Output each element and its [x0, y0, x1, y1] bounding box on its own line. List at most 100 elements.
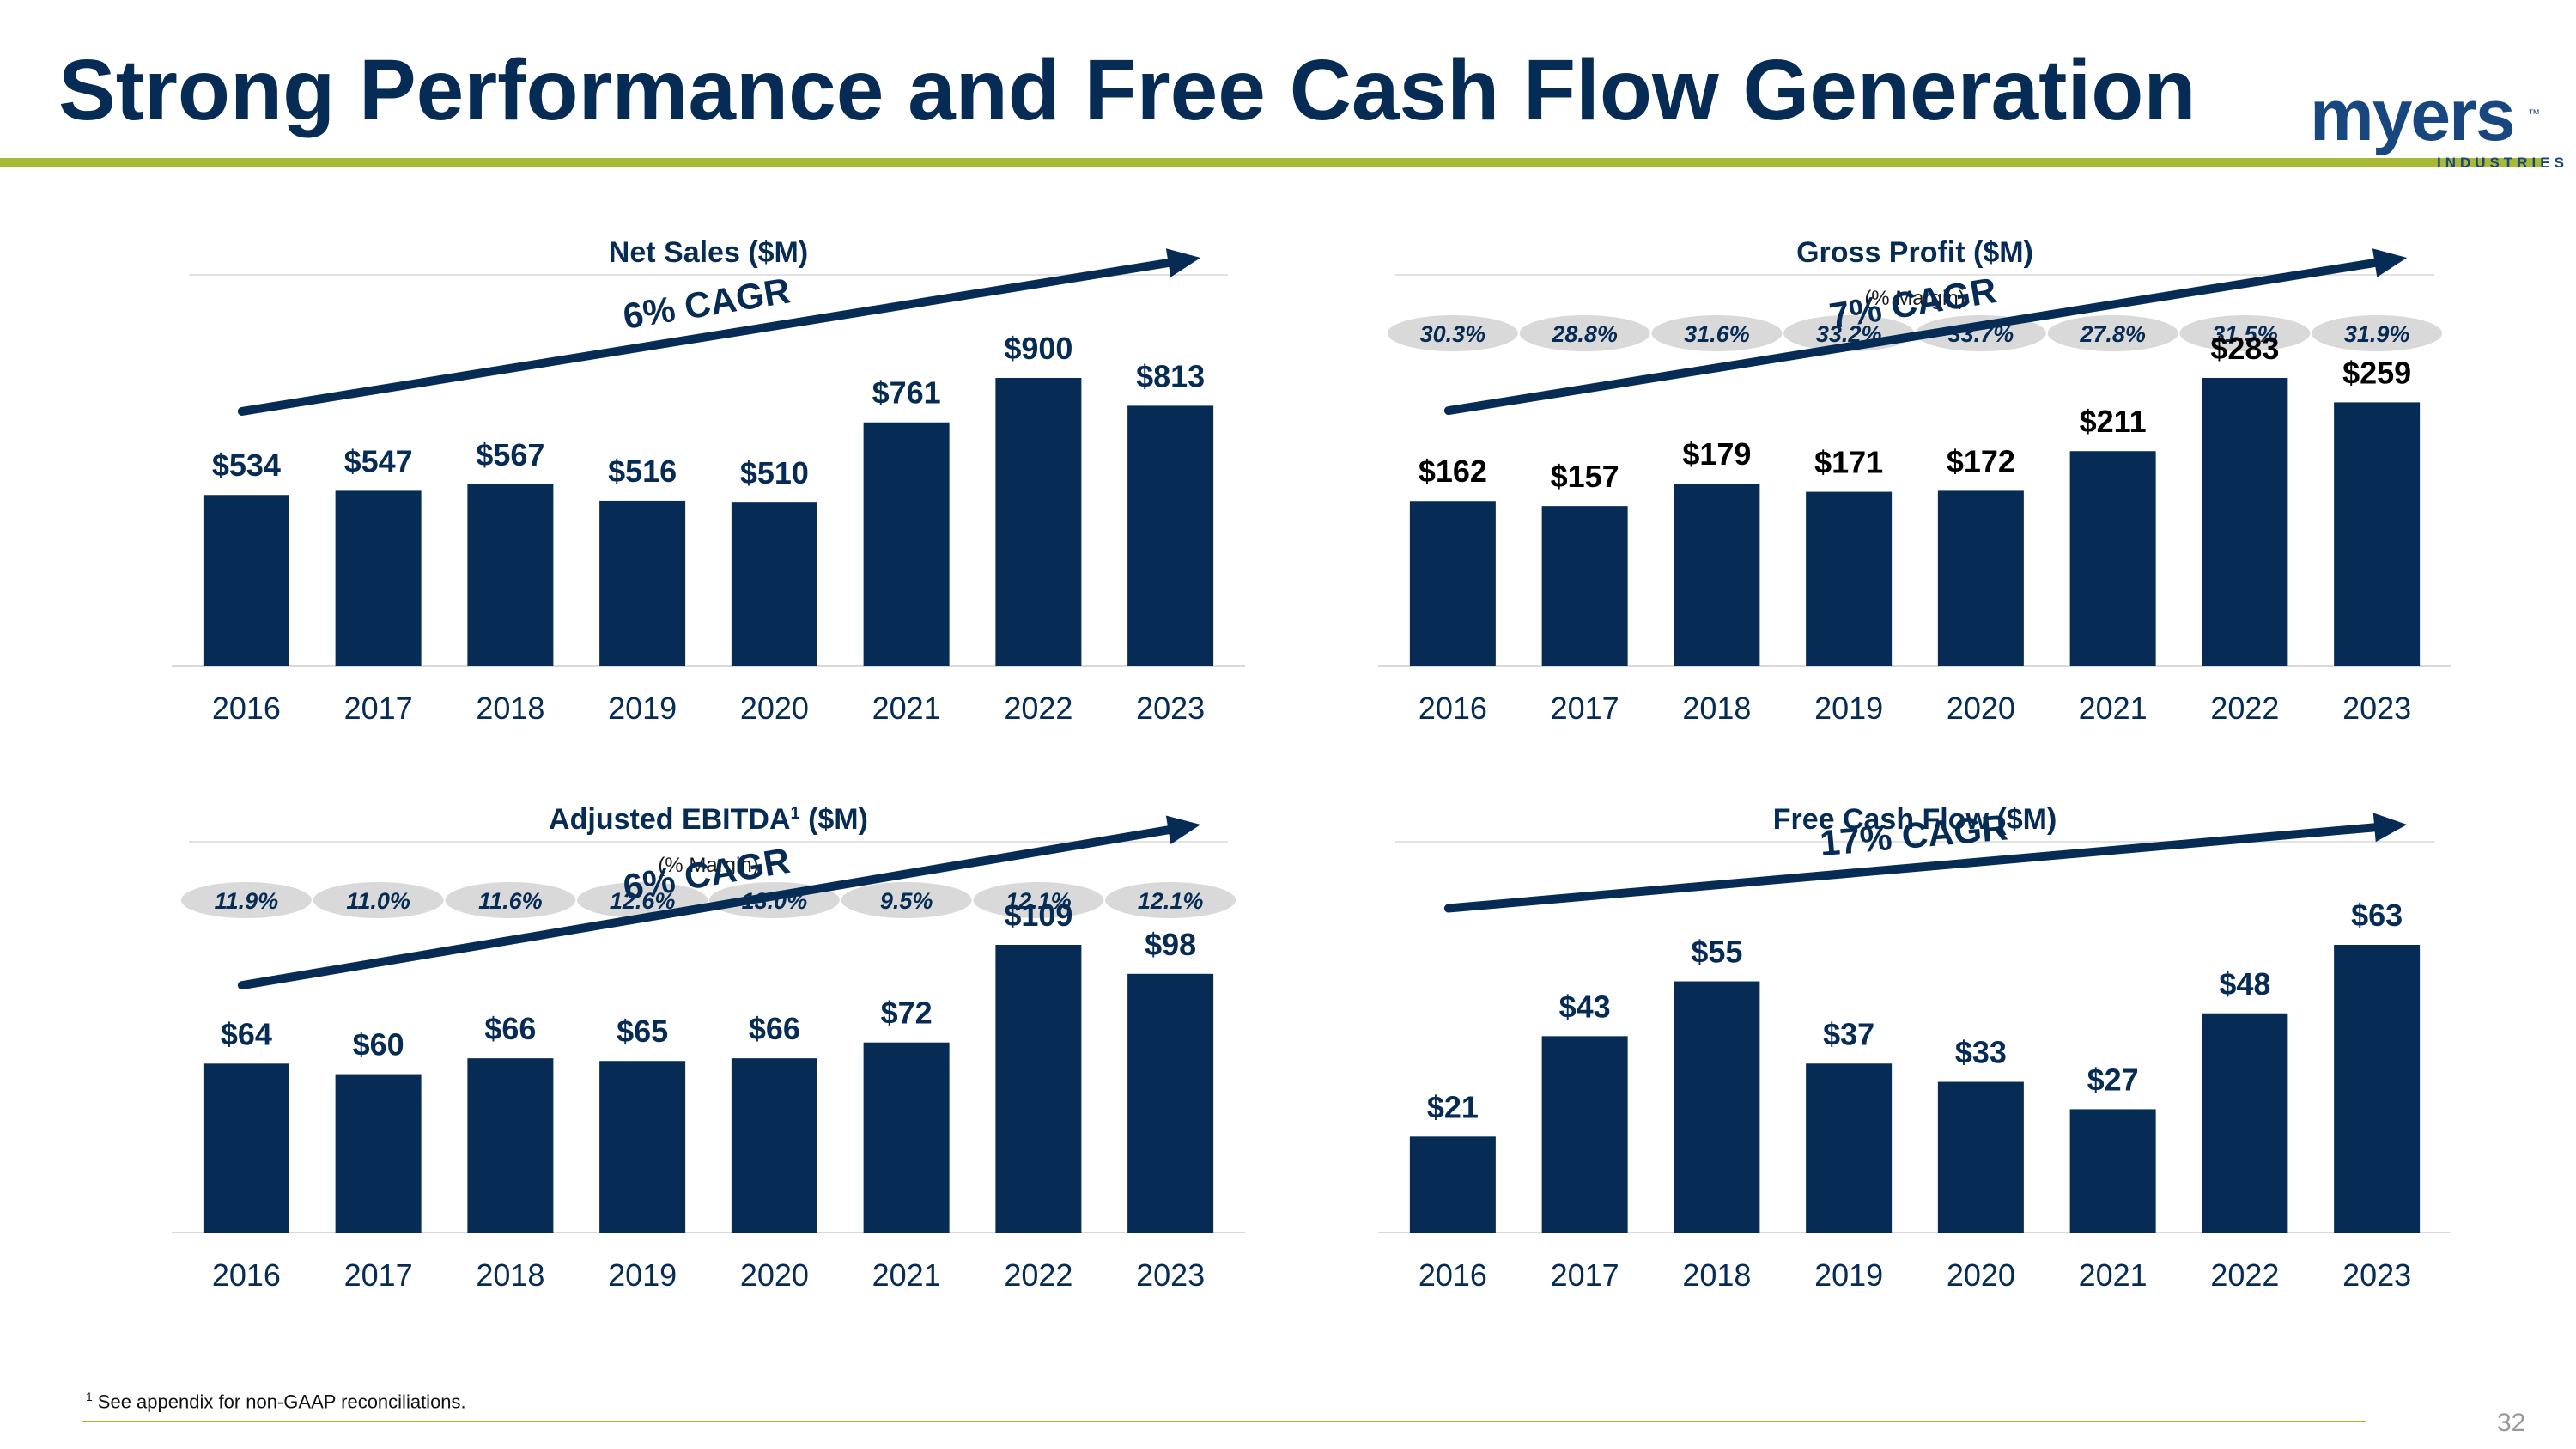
free-cash-flow-m-bar [2069, 1109, 2156, 1233]
adjusted-ebitda-year-label: 2016 [212, 1257, 281, 1293]
adjusted-ebitda-bar [599, 1061, 686, 1233]
adjusted-ebitda-margin-pill [313, 882, 444, 918]
gross-profit-m-value-label: $283 [2210, 331, 2279, 366]
net-sales-m-value-label: $900 [1004, 331, 1072, 366]
adjusted-ebitda-margin-label: 12.1% [1005, 888, 1072, 914]
net-sales-m-value-label: $534 [212, 447, 281, 483]
free-cash-flow-m-year-label: 2023 [2342, 1257, 2411, 1293]
adjusted-ebitda-value-label: $65 [617, 1014, 668, 1049]
adjusted-ebitda-value-label: $64 [221, 1016, 272, 1051]
net-sales-m-cagr-arrowhead [1165, 248, 1201, 277]
adjusted-ebitda-year-label: 2018 [476, 1257, 544, 1293]
free-cash-flow-m-title: Free Cash Flow ($M) [1773, 803, 2057, 836]
net-sales-m-value-label: $547 [344, 443, 413, 478]
gross-profit-m-bar [2202, 378, 2288, 666]
gross-profit-m-margin-label: 31.6% [1684, 321, 1750, 347]
free-cash-flow-m-year-label: 2022 [2210, 1257, 2279, 1293]
net-sales-m-year-label: 2018 [476, 691, 544, 726]
adjusted-ebitda-bar [203, 1063, 289, 1233]
free-cash-flow-chart-svg: Free Cash Flow ($M) $21 2016 $43 2017 $55 2018… [1378, 803, 2451, 1293]
adjusted-ebitda-margin-pill [180, 882, 312, 918]
adjusted-ebitda-margin-label: 11.6% [478, 888, 543, 914]
free-cash-flow-m-year-label: 2021 [2079, 1257, 2148, 1293]
free-cash-flow-m-value-label: $63 [2351, 898, 2403, 933]
net-sales-m-year-label: 2023 [1136, 691, 1205, 726]
net-sales-m-bar [1127, 405, 1214, 666]
gross-profit-m-value-label: $211 [2080, 404, 2147, 439]
footnote: 1 See appendix for non-GAAP reconciliatio… [86, 1390, 466, 1413]
adjusted-ebitda-year-label: 2022 [1004, 1257, 1072, 1293]
gross-profit-m-value-label: $179 [1682, 436, 1751, 472]
free-cash-flow-m-bar [2334, 945, 2421, 1233]
adjusted-ebitda-value-label: $72 [881, 995, 933, 1031]
free-cash-flow-m-value-label: $21 [1427, 1089, 1479, 1124]
adjusted-ebitda-margin-label: 9.5% [880, 888, 933, 914]
logo-trademark: ™ [2528, 107, 2540, 120]
free-cash-flow-m-year-label: 2020 [1947, 1257, 2015, 1293]
gross-profit-m-margin-pill [2047, 315, 2178, 351]
net-sales-m-year-label: 2022 [1004, 691, 1072, 726]
net-sales-m-year-label: 2016 [212, 691, 281, 726]
net-sales-chart: Net Sales ($M) $534 2016 $547 2017 $567 2018 $5… [172, 223, 1245, 739]
net-sales-m-bar [863, 422, 950, 666]
gross-profit-m-margin-label: 27.8% [2079, 321, 2146, 347]
free-cash-flow-m-value-label: $33 [1955, 1035, 2007, 1070]
gross-profit-m-margin-pill [1519, 315, 1650, 351]
net-sales-m-bar [335, 490, 422, 666]
adjusted-ebitda-year-label: 2019 [608, 1257, 677, 1293]
gross-profit-m-year-label: 2019 [1814, 691, 1883, 726]
adjusted-ebitda-title-suffix: ($M) [800, 803, 868, 836]
adjusted-ebitda-chart-svg: Adjusted EBITDA1 ($M) (% Margin) 11.9% 11.0… [172, 803, 1245, 1293]
adjusted-ebitda-year-label: 2021 [872, 1257, 941, 1293]
gross-profit-m-year-label: 2021 [2079, 691, 2148, 726]
adjusted-ebitda-cagr-arrowhead [1165, 815, 1201, 845]
free-cash-flow-m-value-label: $27 [2087, 1062, 2139, 1097]
gross-profit-m-value-label: $171 [1814, 445, 1883, 480]
gross-profit-m-cagr-arrow [1443, 258, 2383, 416]
adjusted-ebitda-chart: Adjusted EBITDA1 ($M) (% Margin) 11.9% 11.0… [172, 790, 1245, 1306]
net-sales-m-value-label: $510 [740, 455, 809, 490]
net-sales-m-bar [731, 502, 817, 666]
adjusted-ebitda-bar [863, 1042, 950, 1233]
adjusted-ebitda-cagr-arrow [237, 825, 1176, 990]
adjusted-ebitda-bar [995, 945, 1082, 1233]
net-sales-m-cagr-arrow [237, 258, 1176, 416]
adjusted-ebitda-margin-label: 11.0% [346, 888, 410, 914]
net-sales-m-bar [599, 500, 686, 666]
adjusted-ebitda-bar [731, 1058, 817, 1233]
gross-profit-m-margin-label: 31.5% [2212, 321, 2278, 347]
free-cash-flow-m-year-label: 2018 [1682, 1257, 1751, 1293]
net-sales-chart-svg: Net Sales ($M) $534 2016 $547 2017 $567 2018 $5… [172, 236, 1245, 726]
gross-profit-m-bar [1937, 490, 2024, 666]
gross-profit-m-margin-label: 31.9% [2344, 321, 2410, 347]
adjusted-ebitda-title: Adjusted EBITDA1 ($M) [549, 803, 868, 836]
free-cash-flow-m-value-label: $37 [1823, 1016, 1874, 1051]
adjusted-ebitda-value-label: $66 [749, 1011, 800, 1046]
gross-profit-m-margin-label: 28.8% [1551, 321, 1618, 347]
net-sales-m-year-label: 2017 [344, 691, 413, 726]
gross-profit-m-year-label: 2022 [2210, 691, 2279, 726]
net-sales-m-title: Net Sales ($M) [609, 236, 808, 269]
adjusted-ebitda-year-label: 2020 [740, 1257, 809, 1293]
gross-profit-m-value-label: $172 [1947, 443, 2015, 478]
logo-subtitle: INDUSTRIES [2437, 155, 2568, 171]
page-number: 32 [2497, 1409, 2526, 1437]
adjusted-ebitda-bar [1127, 973, 1214, 1233]
gross-profit-chart: Gross Profit ($M) (% Margin) 30.3% 28.8% 31.… [1378, 223, 2451, 739]
adjusted-ebitda-margin-pill [841, 882, 972, 918]
gross-profit-m-cagr-arrowhead [2372, 248, 2408, 277]
net-sales-m-value-label: $567 [476, 437, 544, 472]
gross-profit-m-bar [1806, 491, 1893, 666]
footnote-text: See appendix for non-GAAP reconciliation… [97, 1391, 466, 1413]
adjusted-ebitda-subtitle: (% Margin) [658, 854, 758, 877]
adjusted-ebitda-margin-pill [973, 882, 1104, 918]
net-sales-m-bar [995, 378, 1082, 666]
net-sales-m-value-label: $813 [1136, 358, 1205, 393]
gross-profit-m-year-label: 2018 [1682, 691, 1751, 726]
gross-profit-m-subtitle: (% Margin) [1864, 287, 1965, 310]
gross-profit-m-margin-pill [2179, 315, 2311, 351]
adjusted-ebitda-margin-label: 12.1% [1138, 888, 1204, 914]
title-rule [0, 158, 2542, 167]
free-cash-flow-m-value-label: $43 [1559, 989, 1611, 1024]
free-cash-flow-m-year-label: 2016 [1419, 1257, 1487, 1293]
